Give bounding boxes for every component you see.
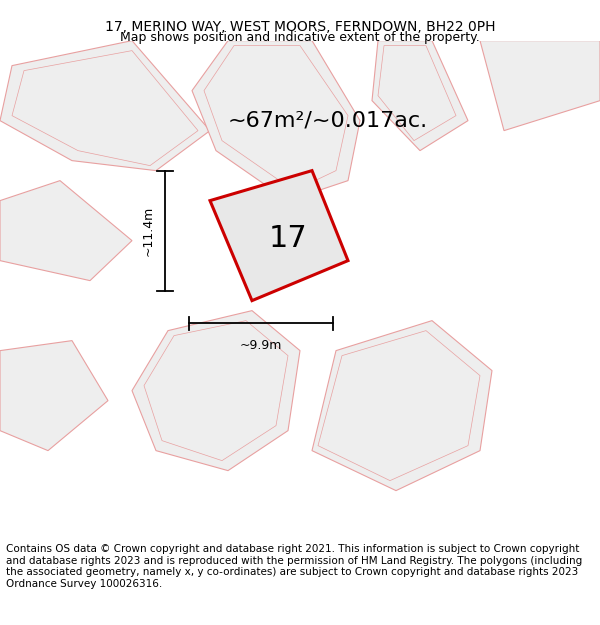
Polygon shape [312, 321, 492, 491]
Text: ~67m²/~0.017ac.: ~67m²/~0.017ac. [228, 111, 428, 131]
Polygon shape [0, 341, 108, 451]
Text: Map shows position and indicative extent of the property.: Map shows position and indicative extent… [120, 31, 480, 44]
Polygon shape [132, 311, 300, 471]
Polygon shape [192, 41, 360, 201]
Text: ~11.4m: ~11.4m [141, 206, 154, 256]
Text: 17, MERINO WAY, WEST MOORS, FERNDOWN, BH22 0PH: 17, MERINO WAY, WEST MOORS, FERNDOWN, BH… [105, 20, 495, 34]
Text: Contains OS data © Crown copyright and database right 2021. This information is : Contains OS data © Crown copyright and d… [6, 544, 582, 589]
Text: 17: 17 [269, 224, 307, 253]
Polygon shape [372, 41, 468, 151]
Text: ~9.9m: ~9.9m [240, 339, 282, 352]
Polygon shape [0, 41, 210, 171]
Polygon shape [210, 171, 348, 301]
Polygon shape [0, 181, 132, 281]
Polygon shape [480, 41, 600, 131]
